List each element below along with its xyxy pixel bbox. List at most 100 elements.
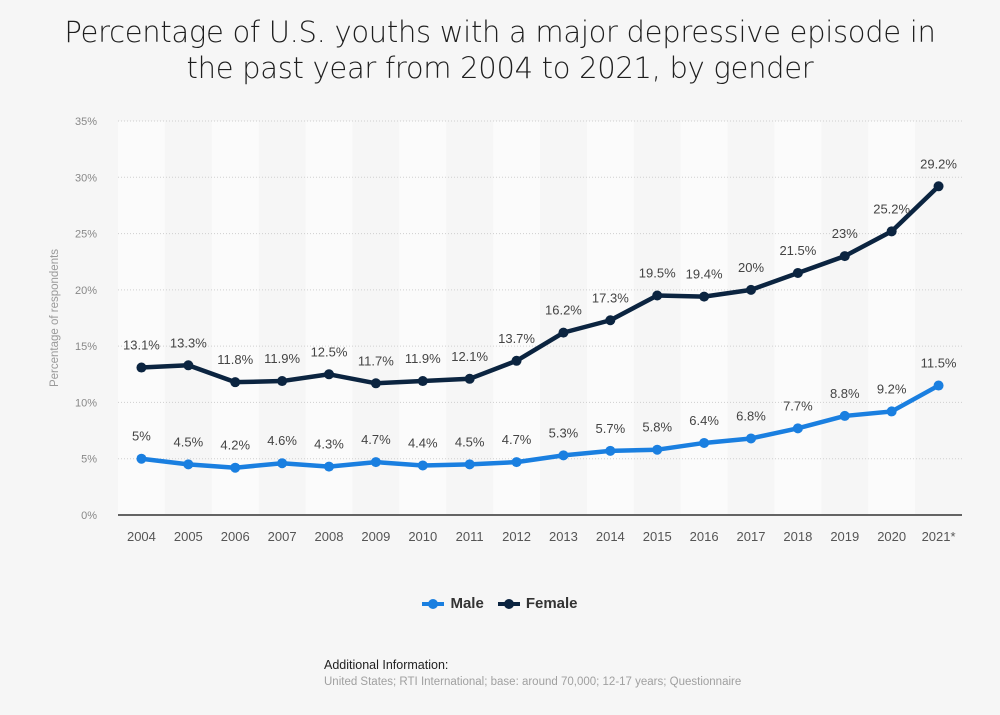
data-label-male: 4.4% [408, 435, 438, 450]
data-label-male: 4.7% [502, 432, 532, 447]
column-band [211, 121, 259, 515]
data-point-female [277, 376, 288, 387]
data-point-female [699, 291, 710, 302]
x-tick-label: 2020 [877, 529, 906, 544]
data-label-male: 8.8% [830, 386, 860, 401]
data-label-female: 11.9% [264, 351, 300, 366]
additional-info-text: United States; RTI International; base: … [324, 676, 742, 688]
chart-title-line-2: the past year from 2004 to 2021, by gend… [186, 51, 814, 85]
y-tick-label: 30% [75, 172, 97, 184]
x-tick-label: 2013 [549, 529, 578, 544]
data-label-male: 4.2% [220, 438, 250, 453]
data-point-female [605, 315, 616, 326]
legend-marker-male-icon [422, 598, 445, 609]
x-tick-label: 2007 [268, 529, 297, 544]
data-label-female: 11.7% [358, 353, 394, 368]
y-tick-label: 15% [75, 341, 97, 353]
data-label-male: 4.5% [455, 434, 485, 449]
data-label-male: 4.6% [267, 433, 297, 448]
data-point-female [511, 355, 522, 366]
data-label-male: 5.7% [596, 421, 626, 436]
data-label-male: 4.5% [174, 434, 204, 449]
y-tick-label: 35% [75, 116, 97, 128]
legend: Male Female [0, 595, 1000, 612]
data-point-female [370, 378, 381, 389]
data-point-female [746, 284, 756, 295]
additional-info-heading: Additional Information: [324, 658, 449, 672]
data-point-male [839, 410, 850, 421]
data-label-female: 13.3% [170, 335, 207, 350]
x-tick-label: 2010 [408, 529, 437, 544]
column-band [868, 121, 916, 515]
x-tick-label: 2019 [830, 529, 859, 544]
x-tick-label: 2004 [127, 529, 156, 544]
x-tick-label: 2008 [315, 529, 344, 544]
data-label-female: 17.3% [592, 290, 629, 305]
data-point-male [136, 453, 147, 464]
column-band [680, 121, 728, 515]
data-point-female [417, 376, 428, 387]
column-band [305, 121, 353, 515]
column-band [493, 121, 540, 515]
data-point-male [277, 458, 288, 469]
data-label-female: 16.2% [545, 303, 582, 318]
data-label-male: 11.5% [921, 356, 957, 371]
series-line-male [139, 383, 941, 470]
series-line-female [139, 184, 941, 386]
data-point-male [652, 444, 663, 455]
x-tick-label: 2016 [690, 529, 719, 544]
data-label-female: 13.7% [498, 331, 535, 346]
column-band [399, 121, 447, 515]
x-tick-label: 2011 [456, 529, 484, 544]
data-point-male [746, 433, 756, 444]
data-point-female [886, 226, 897, 237]
data-point-male [511, 457, 522, 468]
data-point-male [183, 459, 194, 470]
data-point-male [699, 437, 710, 448]
x-tick-label: 2018 [783, 529, 812, 544]
data-label-female: 19.4% [686, 267, 723, 282]
x-tick-label: 2015 [643, 529, 672, 544]
x-tick-label: 2014 [596, 529, 625, 544]
data-label-female: 20% [738, 260, 764, 275]
data-point-male [417, 460, 428, 471]
data-point-female [933, 181, 944, 192]
data-label-male: 7.7% [783, 398, 813, 413]
data-point-female [464, 373, 475, 384]
y-tick-label: 5% [81, 454, 97, 466]
x-tick-label: 2005 [174, 529, 203, 544]
column-band [118, 121, 165, 515]
data-point-male [605, 445, 616, 456]
data-point-male [370, 457, 381, 468]
x-tick-label: 2009 [361, 529, 390, 544]
legend-marker-female-icon [497, 598, 520, 609]
data-label-female: 12.1% [451, 349, 488, 364]
data-label-female: 11.8% [217, 352, 253, 367]
data-point-male [464, 459, 475, 470]
legend-label-female: Female [525, 595, 578, 612]
data-label-female: 25.2% [873, 201, 910, 216]
data-label-female: 29.2% [920, 156, 957, 171]
line-chart: 0% 5% 10% 15% 20% 25% 30% 35% 2004 2005 2006 2007 20… [49, 116, 962, 544]
legend-label-male: Male [450, 595, 484, 612]
data-point-male [558, 450, 569, 461]
x-tick-label: 2006 [221, 529, 250, 544]
data-label-male: 4.7% [361, 432, 391, 447]
data-point-male [933, 380, 944, 391]
data-point-female [792, 267, 803, 278]
x-tick-label: 2012 [502, 529, 531, 544]
data-label-male: 4.3% [314, 437, 344, 452]
data-label-male: 5.8% [642, 420, 672, 435]
data-point-male [324, 461, 334, 472]
y-tick-label: 0% [81, 510, 97, 522]
data-label-female: 11.9% [405, 351, 441, 366]
data-label-female: 23% [832, 226, 858, 241]
legend-item-male[interactable]: Male [422, 595, 484, 612]
legend-item-female[interactable]: Female [497, 595, 578, 612]
y-tick-label: 25% [75, 229, 97, 241]
data-point-female [839, 251, 850, 262]
data-point-female [558, 327, 569, 338]
chart-title-line-1: Percentage of U.S. youths with a major d… [64, 15, 936, 49]
data-point-female [136, 362, 147, 373]
data-point-male [230, 462, 241, 473]
